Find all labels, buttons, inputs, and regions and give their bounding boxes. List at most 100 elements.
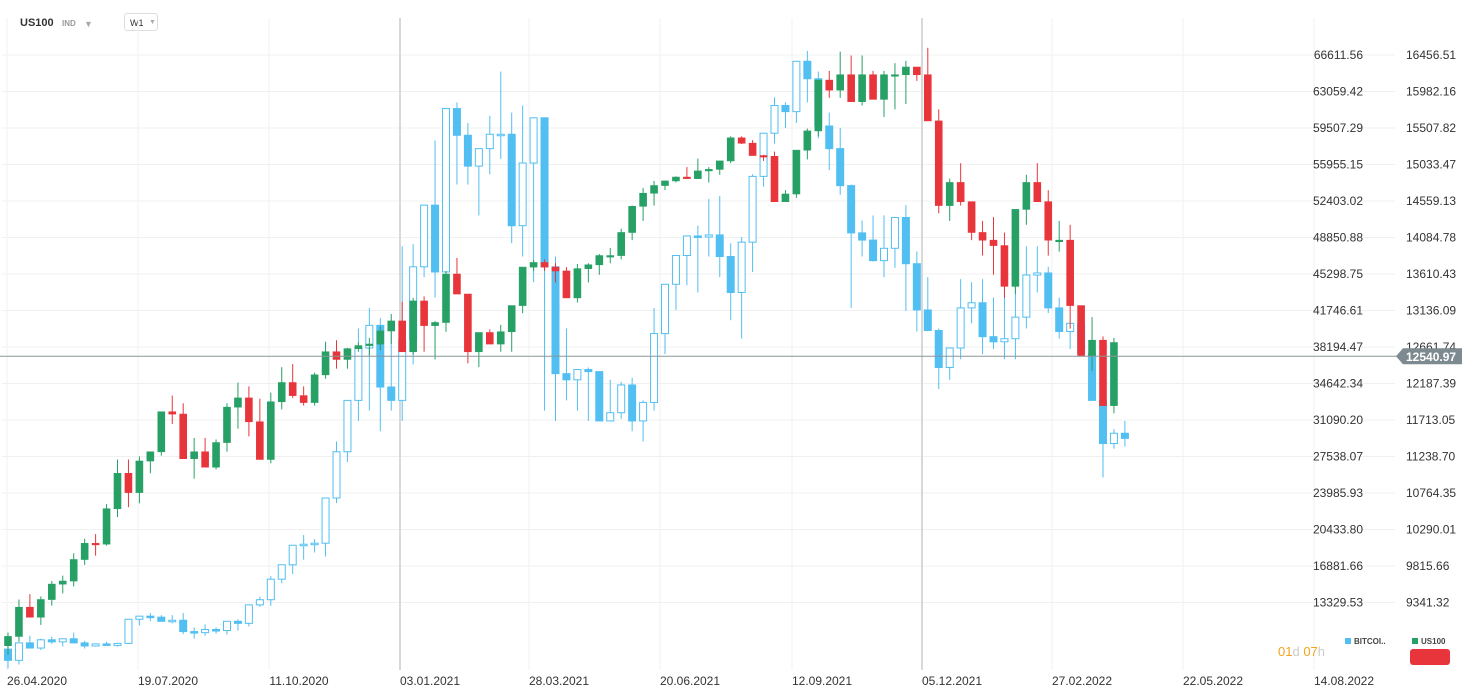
us100-candle-body (836, 74, 845, 91)
y-tick-label-us100: 14559.13 (1406, 194, 1456, 208)
legend-us100-label: US100 (1421, 637, 1446, 646)
y-tick-label-btc: 63059.42 (1313, 85, 1363, 99)
us100-candle-body (310, 374, 319, 403)
us100-candle-body (157, 411, 166, 453)
bitcoin-candle-body (836, 148, 845, 187)
bitcoin-candle-body (190, 631, 199, 634)
us100-candle-body (387, 320, 396, 332)
legend-item-bitcoin[interactable]: BITCOI.. (1345, 637, 1386, 646)
us100-candle-body (80, 543, 89, 560)
us100-candle-body (825, 79, 834, 91)
bitcoin-candle-body (901, 216, 910, 265)
timer-days: 01 (1278, 644, 1293, 659)
us100-candle-body (672, 176, 680, 182)
bitcoin-candle-body (770, 104, 779, 134)
us100-candle-body (540, 262, 549, 268)
us100-candle-body (1088, 339, 1096, 356)
us100-candle-body (759, 155, 768, 158)
bitcoin-candle-body (923, 309, 932, 332)
us100-candle-body (343, 348, 352, 360)
us100-candle-body (639, 192, 647, 207)
us100-series (4, 47, 1118, 655)
x-tick-label: 12.09.2021 (792, 674, 852, 688)
us100-candle-body (1044, 201, 1053, 241)
y-tick-label-btc: 13329.53 (1313, 596, 1363, 610)
us100-candle-body (989, 239, 998, 246)
us100-candle-body (201, 451, 209, 468)
sell-indicator-box[interactable] (1410, 649, 1450, 665)
us100-candle-body (376, 330, 385, 345)
bitcoin-candle-body (529, 117, 538, 164)
us100-candle-body (595, 255, 604, 266)
bitcoin-candle-body (540, 117, 549, 268)
bitcoin-candle-body (244, 604, 253, 624)
us100-candle-body (354, 345, 363, 349)
us100-candle-body (91, 543, 100, 546)
bitcoin-candle-body (474, 148, 483, 167)
bitcoin-candle-body (36, 639, 45, 649)
candle-countdown-timer: 01d 07h (1278, 644, 1325, 659)
bitcoin-candle-body (584, 369, 593, 373)
timeframe-chevron-icon: ▼ (149, 19, 156, 26)
us100-candle-body (409, 300, 417, 353)
us100-candle-body (496, 331, 505, 345)
timeframe-select[interactable]: W1 ▼ (124, 13, 158, 31)
us100-candle-body (288, 382, 297, 396)
bitcoin-candle-body (858, 232, 867, 241)
us100-candle-body (179, 413, 187, 460)
bitcoin-candle-body (693, 235, 702, 238)
y-tick-label-us100: 13136.09 (1406, 304, 1456, 318)
y-tick-label-us100: 9815.66 (1406, 559, 1450, 573)
us100-candle-body (234, 397, 242, 408)
bitcoin-candle-body (934, 330, 943, 368)
bitcoin-candle-body (452, 108, 461, 136)
symbol-dropdown-chevron-icon[interactable]: ▼ (84, 19, 93, 29)
y-tick-label-btc: 23985.93 (1313, 486, 1363, 500)
bitcoin-candle-body (212, 629, 221, 632)
us100-candle-body (69, 559, 78, 582)
us100-candle-body (1033, 182, 1042, 203)
us100-candle-body (551, 266, 560, 272)
symbol-label[interactable]: US100 (20, 17, 54, 29)
bitcoin-candle-body (179, 619, 188, 633)
us100-candle-body (212, 442, 220, 468)
x-tick-label: 19.07.2020 (138, 674, 198, 688)
us100-candle-body (770, 156, 779, 203)
y-tick-label-us100: 15033.47 (1406, 158, 1456, 172)
bitcoin-candle-body (25, 642, 34, 649)
legend-bitcoin-label: BITCOI.. (1354, 637, 1386, 646)
bitcoin-candle-body (650, 333, 659, 403)
us100-candle-body (529, 262, 538, 268)
legend-item-us100[interactable]: US100 (1412, 637, 1445, 646)
us100-candle-body (683, 176, 691, 179)
bitcoin-candle-body (124, 618, 133, 644)
bitcoin-candle-body (1022, 274, 1031, 318)
us100-candle-body (321, 351, 330, 376)
bitcoin-candle-body (266, 578, 275, 601)
bitcoin-candle-body (715, 234, 724, 258)
bitcoin-candle-body (890, 216, 899, 249)
y-tick-label-us100: 11713.05 (1406, 413, 1455, 427)
timer-hours-unit: h (1317, 644, 1326, 659)
us100-candle-body (168, 411, 177, 415)
us100-swatch-icon (1412, 638, 1418, 644)
y-tick-label-us100: 10290.01 (1406, 523, 1456, 537)
us100-candle-body (124, 473, 133, 493)
chart-toolbar: US100 IND ▼ W1 ▼ (0, 0, 1466, 44)
bitcoin-candle-body (671, 254, 680, 285)
bitcoin-candle-body (682, 235, 691, 256)
us100-candle-body (661, 180, 669, 186)
x-tick-label: 11.10.2020 (269, 674, 328, 688)
us100-candle-body (803, 130, 812, 151)
bitcoin-candle-body (14, 642, 23, 661)
y-tick-label-btc: 41746.61 (1313, 304, 1363, 318)
y-tick-label-btc: 45298.75 (1313, 267, 1363, 281)
bitcoin-candle-body (748, 175, 757, 243)
bitcoin-candle-body (639, 401, 648, 422)
y-tick-label-btc: 59507.29 (1313, 121, 1363, 135)
y-tick-label-btc: 31090.20 (1313, 413, 1363, 427)
timeframe-value: W1 (130, 18, 144, 28)
chart-grid (2, 18, 1395, 670)
us100-candle-body (858, 74, 866, 102)
